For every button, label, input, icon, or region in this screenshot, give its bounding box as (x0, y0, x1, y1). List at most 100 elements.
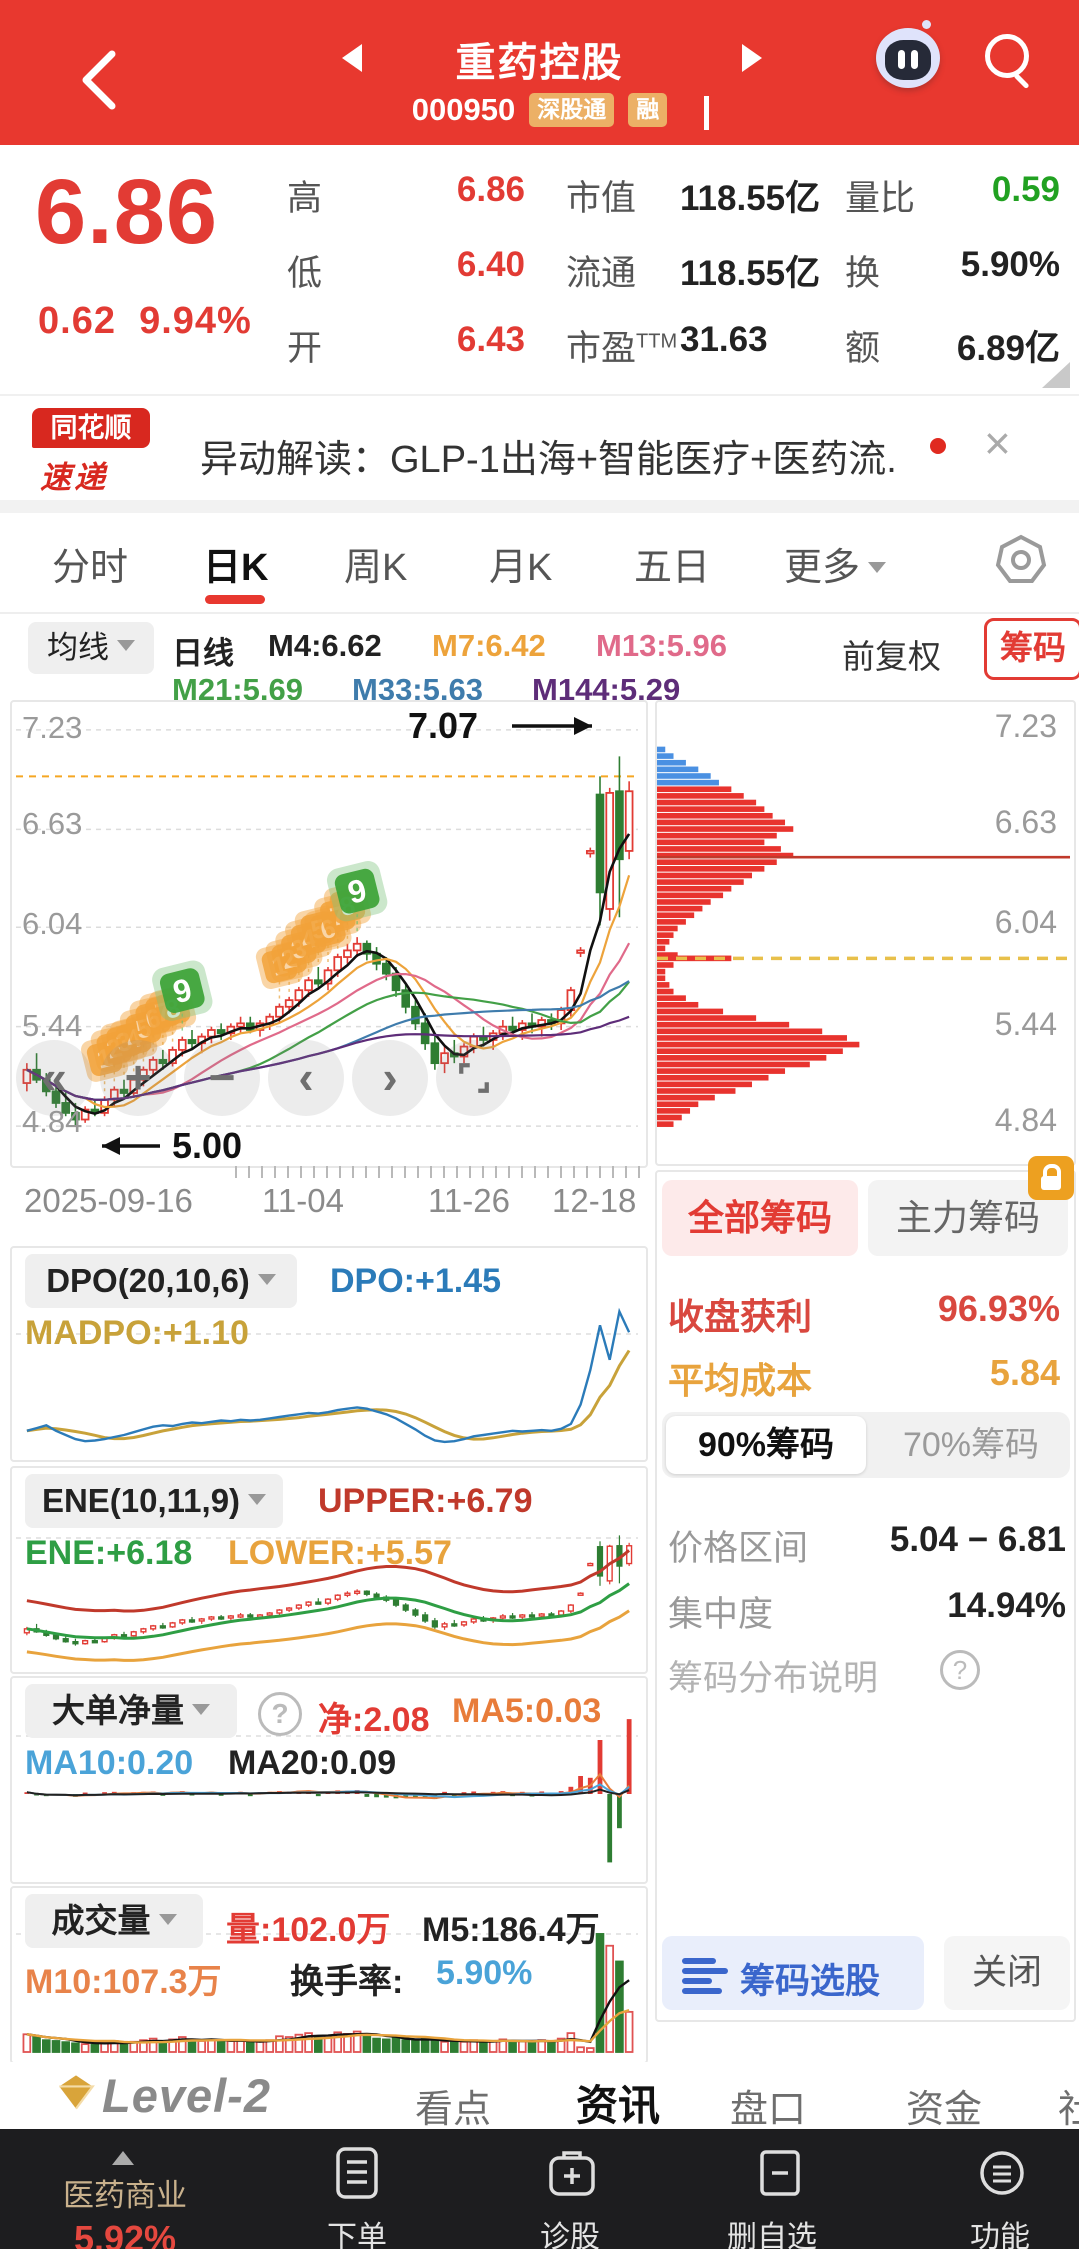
chip-stock-screener-button[interactable]: 筹码选股 (662, 1936, 924, 2010)
stock-code: 000950 (411, 92, 516, 127)
rewind-button[interactable]: « (16, 1040, 92, 1116)
close-profit-label: 收盘获利 (668, 1296, 813, 1337)
period-label: 日线 (172, 636, 234, 671)
concentration-label: 集中度 (668, 1595, 774, 1634)
tab-level2[interactable]: Level-2 (102, 2069, 271, 2122)
date-tick: 11-04 (262, 1182, 344, 1219)
nav-diagnose-label[interactable]: 诊股 (540, 2221, 600, 2249)
chip-distribution-chart[interactable] (655, 700, 1076, 1166)
float-value: 118.55亿 (680, 254, 821, 293)
chip-help-label[interactable]: 筹码分布说明 (668, 1659, 879, 1698)
pan-left-button[interactable]: ‹ (268, 1040, 344, 1116)
volume-ratio-label: 量比 (845, 179, 916, 218)
close-panel-button[interactable]: 关闭 (944, 1936, 1070, 2010)
tab-funds[interactable]: 资金 (906, 2089, 983, 2131)
ai-assistant-icon[interactable] (876, 20, 940, 88)
prev-stock-icon[interactable] (342, 44, 362, 72)
float-label: 流通 (566, 254, 637, 293)
next-stock-icon[interactable] (742, 44, 762, 72)
tab-all-chips[interactable]: 全部筹码 (662, 1180, 858, 1256)
section-separator (0, 500, 1079, 513)
ene-indicator-chart[interactable] (10, 1466, 648, 1674)
main-kline-chart[interactable]: 1234567891234567897.075.00 (10, 700, 648, 1168)
active-tab-underline (205, 595, 265, 604)
low-value: 6.40 (456, 245, 525, 284)
badge-shengutong: 深股通 (529, 93, 615, 127)
madpo-value: MADPO:+1.10 (25, 1314, 249, 1352)
zoom-out-button[interactable]: − (184, 1040, 260, 1116)
diagnose-stock-icon[interactable] (547, 2146, 597, 2200)
pan-right-button[interactable]: › (352, 1040, 428, 1116)
tab-five-day[interactable]: 五日 (634, 547, 711, 589)
tab-main-chips[interactable]: 主力筹码 (868, 1180, 1068, 1256)
ma-dropdown[interactable]: 均线 (28, 622, 154, 674)
tab-minute[interactable]: 分时 (52, 547, 129, 589)
volume-ma10-value: M10:107.3万 (25, 1963, 222, 2001)
tab-news[interactable]: 资讯 (576, 2082, 661, 2129)
net-ma5-value: MA5:0.03 (452, 1692, 602, 1730)
net-value: 净:2.08 (318, 1701, 430, 1739)
nav-functions-label[interactable]: 功能 (970, 2221, 1030, 2249)
tab-order-book[interactable]: 盘口 (730, 2089, 807, 2131)
low-label: 低 (287, 254, 323, 293)
help-icon[interactable]: ? (940, 1650, 980, 1690)
news-headline[interactable]: 异动解读：GLP-1出海+智能医疗+医药流... (200, 439, 900, 481)
ene-mid-value: ENE:+6.18 (25, 1534, 193, 1572)
close-icon[interactable]: × (984, 417, 1011, 469)
big-order-dropdown[interactable]: 大单净量 (25, 1684, 237, 1738)
ma4-value: M4:6.62 (268, 628, 382, 663)
chart-settings-icon[interactable] (995, 534, 1047, 586)
sector-change-pct: 5.92% (73, 2218, 177, 2249)
tab-weekly-k[interactable]: 周K (344, 547, 408, 589)
zoom-in-button[interactable]: + (100, 1040, 176, 1116)
expand-quote-icon[interactable] (1042, 362, 1070, 388)
badge-margin: 融 (628, 93, 668, 127)
forward-adjusted-label[interactable]: 前复权 (842, 638, 941, 675)
chip-y-label: 6.63 (994, 804, 1057, 840)
unread-dot (930, 438, 946, 454)
open-value: 6.43 (456, 320, 525, 359)
help-icon[interactable]: ? (258, 1692, 302, 1736)
high-label: 高 (287, 179, 323, 218)
toggle-70-percent[interactable]: 70%筹码 (902, 1426, 1040, 1464)
level2-diamond-icon (59, 2075, 95, 2110)
price-range-value: 5.04 − 6.81 (889, 1520, 1066, 1559)
concentration-value: 14.94% (947, 1586, 1066, 1625)
price-range-label: 价格区间 (668, 1529, 809, 1568)
volume-dropdown[interactable]: 成交量 (25, 1894, 203, 1948)
divider (0, 394, 1079, 396)
nav-remove-watchlist-label[interactable]: 删自选 (727, 2221, 817, 2249)
tab-highlights[interactable]: 看点 (415, 2089, 492, 2131)
ma7-value: M7:6.42 (432, 628, 546, 663)
toggle-90-percent[interactable]: 90%筹码 (666, 1416, 866, 1474)
chip-y-label: 7.23 (994, 708, 1057, 744)
dpo-dropdown[interactable]: DPO(20,10,6) (25, 1254, 297, 1308)
y-axis-label: 4.84 (22, 1104, 83, 1139)
turnover-rate-label: 换手率: (290, 1963, 404, 2001)
fullscreen-button[interactable] (436, 1040, 512, 1116)
dpo-value: DPO:+1.45 (330, 1262, 502, 1300)
nav-order-label[interactable]: 下单 (327, 2221, 387, 2249)
order-icon[interactable] (334, 2146, 380, 2200)
amount-value: 6.89亿 (956, 329, 1060, 368)
tab-community-cut[interactable]: 社 (1058, 2089, 1079, 2131)
open-label: 开 (287, 329, 323, 368)
functions-icon[interactable] (977, 2146, 1027, 2200)
tab-daily-k[interactable]: 日K (203, 547, 269, 589)
stock-title: 重药控股 (455, 41, 624, 85)
pe-label: 市盈TTM (566, 329, 678, 368)
chip-distribution-button[interactable]: 筹码 (984, 618, 1079, 680)
back-icon[interactable] (78, 48, 120, 112)
tab-more[interactable]: 更多 (784, 536, 887, 591)
ene-dropdown[interactable]: ENE(10,11,9) (25, 1474, 283, 1528)
sector-name[interactable]: 医药商业 (63, 2178, 187, 2213)
tab-monthly-k[interactable]: 月K (489, 547, 553, 589)
bars-icon (682, 1958, 716, 1964)
date-tick: 2025-09-16 (24, 1182, 193, 1219)
volume-value: 量:102.0万 (226, 1911, 391, 1949)
bottom-nav-bar (0, 2129, 1079, 2249)
remove-watchlist-icon[interactable] (756, 2146, 804, 2200)
ths-express-logo: 同花顺 速递 (32, 408, 164, 495)
volume-ma5-value: M5:186.4万 (422, 1911, 600, 1949)
search-icon[interactable] (985, 34, 1029, 78)
